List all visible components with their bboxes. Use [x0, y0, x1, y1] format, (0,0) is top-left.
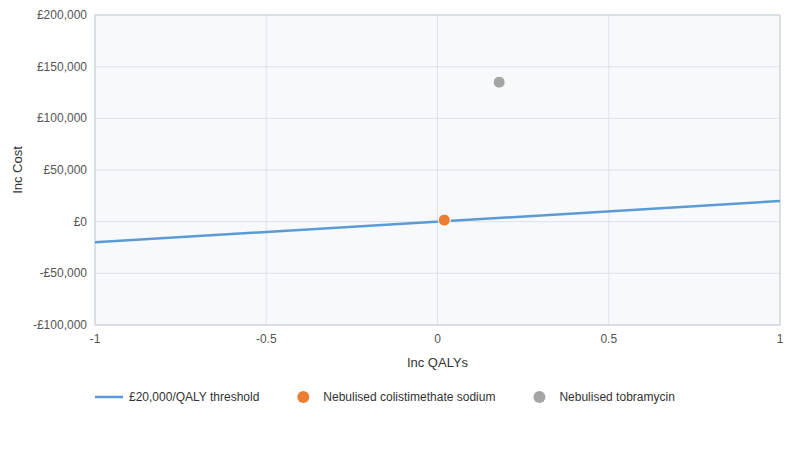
x-tick-label: -1: [90, 332, 101, 346]
y-axis-label: Inc Cost: [10, 146, 25, 194]
legend-swatch: [95, 396, 123, 399]
y-tick-label: £200,000: [37, 8, 87, 22]
legend-item: Nebulised tobramycin: [533, 390, 674, 404]
x-tick-label: 0.5: [600, 332, 617, 346]
y-tick-label: £100,000: [37, 111, 87, 125]
legend-label: Nebulised tobramycin: [559, 390, 674, 404]
legend: £20,000/QALY threshold Nebulised colistim…: [95, 390, 675, 404]
y-tick-label: -£100,000: [33, 318, 87, 332]
x-grid-line: [266, 15, 267, 325]
data-layer: [95, 76, 780, 242]
legend-swatch: [533, 391, 545, 403]
y-tick-label: £0: [74, 215, 88, 229]
x-grid-line: [437, 15, 438, 325]
threshold-line: [95, 201, 780, 242]
y-tick-label: £50,000: [44, 163, 88, 177]
legend-item: £20,000/QALY threshold: [95, 390, 259, 404]
x-tick-label: 0: [434, 332, 441, 346]
chart: -£100,000 -£50,000 £0 £50,000 £100,000 £150,0…: [0, 0, 800, 474]
plot-background: [95, 15, 780, 325]
scatter-point: [438, 214, 450, 226]
y-tick-label: £150,000: [37, 60, 87, 74]
legend-label: Nebulised colistimethate sodium: [323, 390, 495, 404]
scatter-point: [493, 76, 505, 88]
y-tick-label: -£50,000: [40, 266, 88, 280]
grid: [95, 15, 780, 325]
plot-frame: [95, 15, 780, 325]
legend-item: Nebulised colistimethate sodium: [297, 390, 495, 404]
legend-swatch: [297, 391, 309, 403]
x-tick-label: 1: [777, 332, 784, 346]
legend-label: £20,000/QALY threshold: [129, 390, 259, 404]
x-axis-label: Inc QALYs: [407, 355, 469, 370]
x-tick-label: -0.5: [256, 332, 277, 346]
x-grid-line: [608, 15, 609, 325]
